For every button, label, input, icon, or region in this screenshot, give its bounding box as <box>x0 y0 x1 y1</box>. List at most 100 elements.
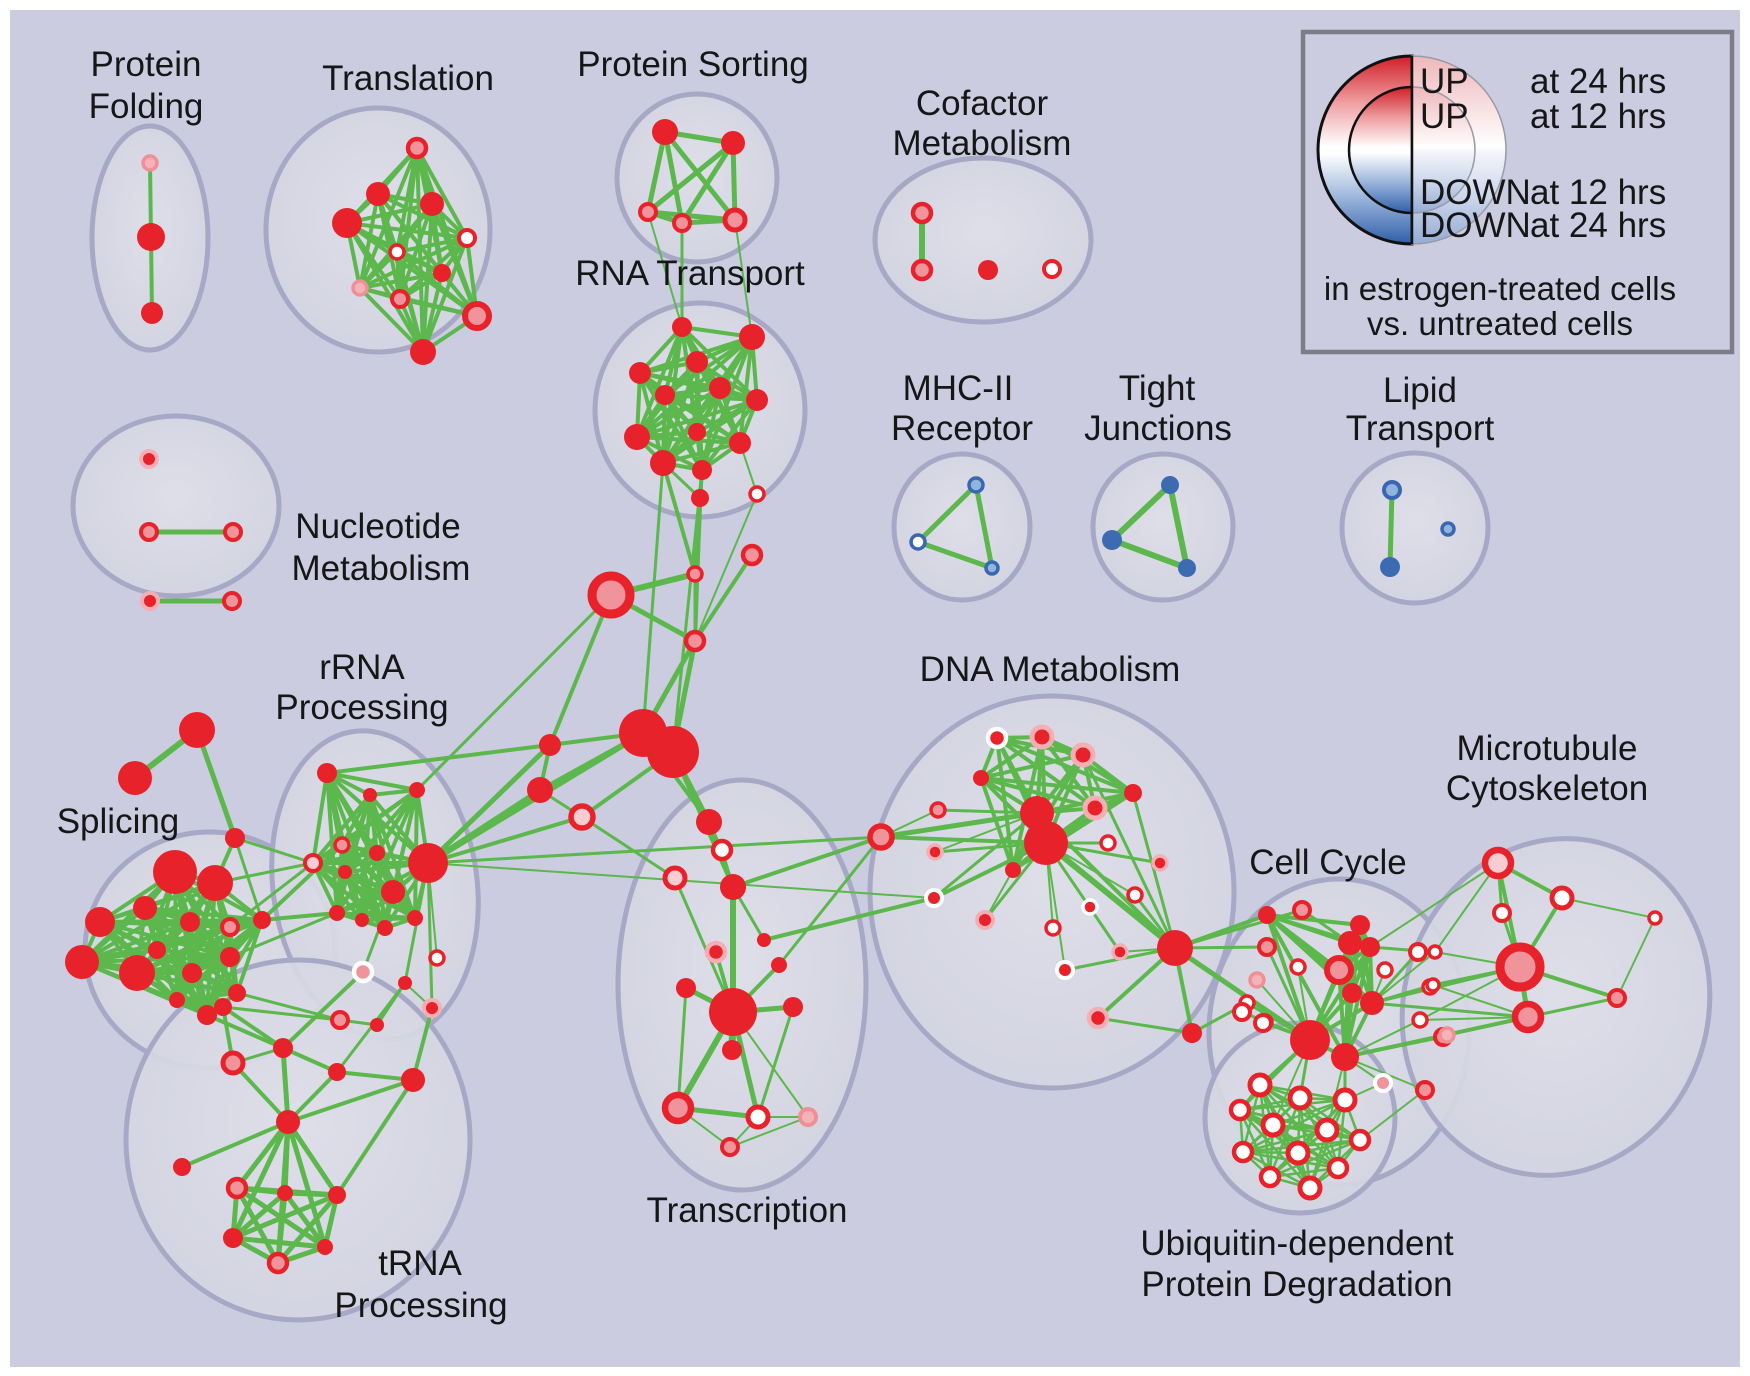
edge <box>230 1119 291 1241</box>
cluster-label-dna-metabolism: DNA Metabolism <box>920 650 1181 689</box>
gene-node <box>390 289 410 309</box>
edge <box>235 918 264 995</box>
gene-node <box>1440 521 1456 537</box>
edge <box>425 742 553 866</box>
gene-node <box>757 933 771 947</box>
gene-node <box>692 460 712 480</box>
gene-node <box>1111 943 1129 961</box>
gene-node <box>798 1107 818 1127</box>
edge <box>694 493 758 642</box>
edge <box>661 461 697 576</box>
gene-node <box>1287 1085 1313 1111</box>
edge <box>80 955 232 964</box>
gene-node <box>1350 915 1370 935</box>
gene-node <box>985 726 1009 750</box>
cluster-label-protein-sorting: Protein Sorting <box>577 45 809 84</box>
edge <box>230 1192 340 1241</box>
edge <box>180 1120 290 1169</box>
legend-entry-label: DOWN <box>1420 206 1531 245</box>
edge <box>915 539 995 571</box>
edge <box>878 810 1040 840</box>
edge <box>645 129 668 215</box>
gene-node <box>85 907 115 937</box>
edge <box>175 991 239 1002</box>
cluster-protein-sorting-blob <box>614 91 780 265</box>
gene-node <box>676 978 696 998</box>
edge <box>282 1190 328 1250</box>
edge <box>430 202 479 318</box>
gene-node <box>133 896 157 920</box>
edge <box>673 876 735 1014</box>
edge <box>286 1078 415 1124</box>
cluster-label-translation: Translation <box>322 59 494 98</box>
gene-node <box>672 317 692 337</box>
gene-node <box>148 941 166 959</box>
gene-node <box>650 450 676 476</box>
gene-node <box>330 1010 350 1030</box>
gene-node <box>180 912 200 932</box>
gene-node <box>696 809 722 835</box>
edge <box>1369 862 1499 948</box>
legend-circle-inner-left <box>1347 85 1414 215</box>
gene-node <box>1647 910 1663 926</box>
gene-node <box>909 533 927 551</box>
gene-node <box>1042 259 1062 279</box>
edge <box>700 398 759 472</box>
gene-node <box>1102 530 1122 550</box>
gene-node <box>1342 983 1362 1003</box>
edge <box>693 553 754 643</box>
gene-node <box>722 207 748 233</box>
gene-node <box>691 489 709 507</box>
edge <box>275 1192 340 1266</box>
cluster-translation-blob <box>263 105 493 355</box>
cluster-tight-junctions-blob <box>1090 451 1236 603</box>
cluster-label-cell-cycle: Cell Cycle <box>1249 843 1407 882</box>
gene-node <box>422 998 442 1018</box>
gene-node <box>303 853 323 873</box>
edge <box>1265 913 1312 1042</box>
edge <box>679 140 736 226</box>
edge <box>676 986 688 1110</box>
edge <box>360 851 379 922</box>
legend-entry-label: DOWN <box>1420 173 1531 212</box>
edge <box>1241 1128 1329 1154</box>
edge <box>1096 1016 1194 1035</box>
edge <box>995 736 1097 810</box>
gene-node <box>729 432 751 454</box>
edge <box>1268 1098 1347 1179</box>
gene-node <box>179 712 215 748</box>
gene-node <box>182 963 202 983</box>
gene-node <box>1082 795 1108 821</box>
gene-node <box>332 208 362 238</box>
gene-node <box>1029 724 1055 750</box>
edge <box>426 835 883 865</box>
edge <box>285 1119 340 1198</box>
gene-node <box>745 1104 771 1130</box>
cluster-label-microtubule-cytoskeleton: Cytoskeleton <box>1446 769 1648 808</box>
gene-node <box>910 201 934 225</box>
gene-node <box>433 264 451 282</box>
cluster-mhc-ii-receptor-blob <box>891 451 1033 603</box>
gene-node <box>119 955 155 991</box>
edge <box>358 271 444 290</box>
gene-node <box>652 119 678 145</box>
edge <box>1419 1016 1529 1021</box>
gene-node <box>740 543 764 567</box>
gene-node <box>984 560 1000 576</box>
legend-footer-line: vs. untreated cells <box>1367 305 1633 342</box>
edge <box>1109 482 1173 543</box>
gene-node <box>1326 1156 1350 1180</box>
edge <box>738 335 754 445</box>
gene-node <box>1360 937 1380 957</box>
edge <box>731 835 883 889</box>
gene-node <box>1285 1140 1311 1166</box>
gene-node <box>1331 1043 1359 1071</box>
gene-node <box>369 845 385 861</box>
gene-node <box>222 591 242 611</box>
cluster-label-lipid-transport: Transport <box>1346 409 1495 448</box>
gene-node <box>710 838 734 862</box>
gene-node <box>1260 1112 1286 1138</box>
edge <box>230 1190 288 1241</box>
gene-node <box>1257 937 1277 957</box>
gene-node <box>428 949 446 967</box>
